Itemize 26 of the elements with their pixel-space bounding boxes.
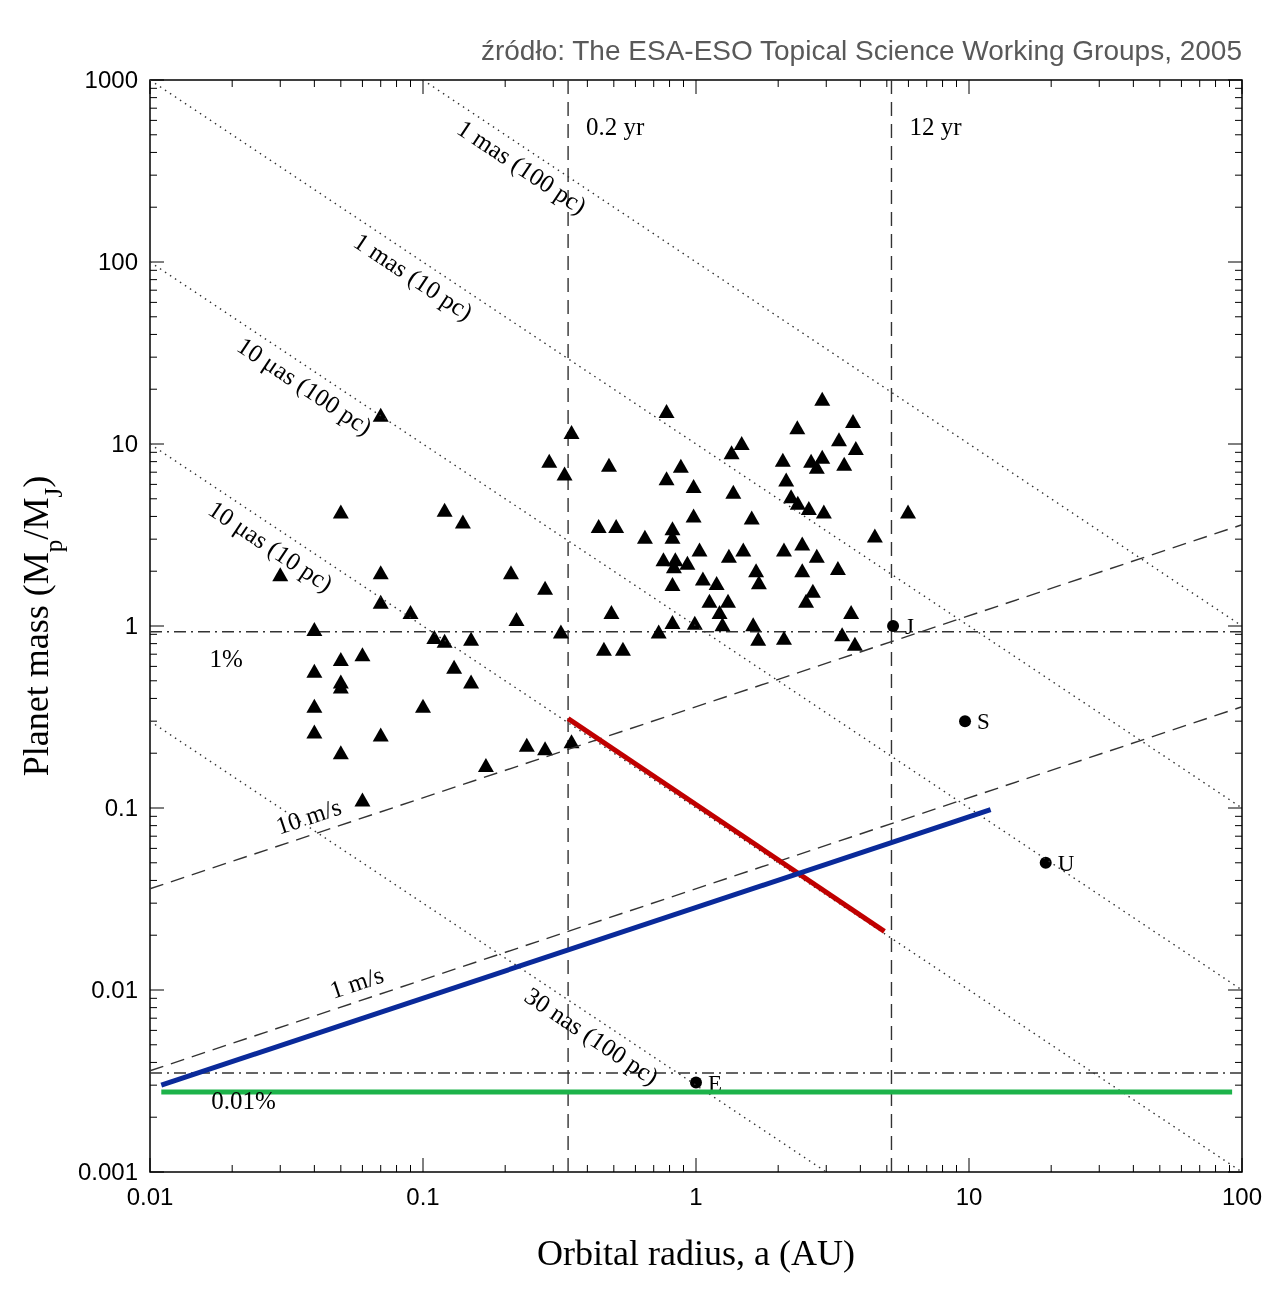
annotation: 1%: [209, 645, 243, 673]
x-tick-label: 100: [1221, 1183, 1263, 1210]
y-tick-label: 0.001: [77, 1158, 138, 1185]
y-tick-label: 0.01: [91, 976, 138, 1003]
y-tick-label: 1: [124, 612, 138, 639]
series-label: U: [1057, 850, 1075, 876]
x-axis-title: Orbital radius, a (AU): [537, 1233, 855, 1273]
x-tick-label: 0.1: [406, 1183, 440, 1210]
text: źródło: The ESA-ESO Topical Science Working Groups, 2005: [480, 35, 1242, 66]
annotation: 10 μas (100 pc): [231, 331, 378, 442]
annotation: 1 m/s: [326, 960, 387, 1004]
annotation: 0.01%: [211, 1086, 276, 1114]
annotation: 10 μas (10 pc): [203, 495, 338, 598]
y-tick-label: 0.1: [104, 794, 138, 821]
series-label: S: [977, 709, 990, 735]
y-tick-label: 100: [97, 248, 138, 275]
y-tick-label: 1000: [84, 66, 138, 93]
series-label: J: [905, 614, 915, 639]
ref-line-label: 12 yr: [909, 113, 963, 140]
x-tick-label: 1: [689, 1183, 703, 1210]
annotation: 10 m/s: [272, 792, 345, 840]
annotation: 30 nas (100 pc): [519, 981, 664, 1091]
y-tick-label: 10: [111, 430, 138, 457]
ref-line-label: 0.2 yr: [586, 113, 646, 140]
annotation: 1 mas (10 pc): [348, 227, 478, 327]
x-tick-label: 10: [955, 1183, 983, 1210]
